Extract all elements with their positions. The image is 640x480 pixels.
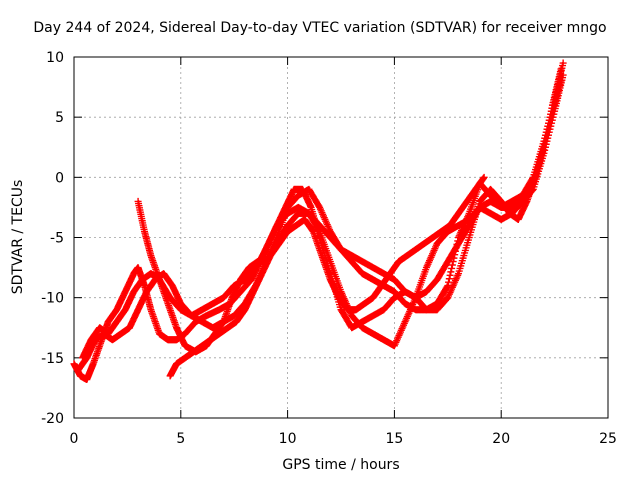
x-tick-label: 10 <box>279 431 297 447</box>
y-tick-label: 10 <box>46 50 64 66</box>
y-axis-label: SDTVAR / TECUs <box>10 179 26 295</box>
data-point <box>445 275 453 283</box>
chart-title: Day 244 of 2024, Sidereal Day-to-day VTE… <box>33 20 607 36</box>
y-tick-label: -15 <box>41 351 64 367</box>
x-tick-label: 25 <box>599 431 617 447</box>
axis-ticks: 0 5 10 15 20 25 -20 -15 -10 -5 0 5 10 <box>41 50 617 447</box>
x-axis-label: GPS time / hours <box>282 457 400 473</box>
data-point <box>447 268 455 276</box>
x-tick-label: 5 <box>176 431 185 447</box>
data-point <box>315 226 323 234</box>
data-point <box>445 278 453 286</box>
data-point <box>446 271 454 279</box>
y-tick-label: -20 <box>41 411 64 427</box>
data-point <box>448 261 456 269</box>
series-track-e <box>166 173 488 380</box>
x-tick-label: 0 <box>70 431 79 447</box>
grid-lines <box>74 57 608 418</box>
data-point <box>444 282 452 290</box>
y-tick-label: -5 <box>50 231 64 247</box>
data-point <box>443 283 451 291</box>
y-tick-label: -10 <box>41 291 64 307</box>
x-tick-label: 20 <box>492 431 510 447</box>
y-tick-label: 0 <box>55 170 64 186</box>
x-tick-label: 15 <box>385 431 403 447</box>
data-points <box>70 59 567 383</box>
data-point <box>559 59 567 67</box>
data-point <box>448 264 456 272</box>
data-point <box>528 175 536 183</box>
data-point <box>480 173 488 181</box>
y-tick-label: 5 <box>55 110 64 126</box>
